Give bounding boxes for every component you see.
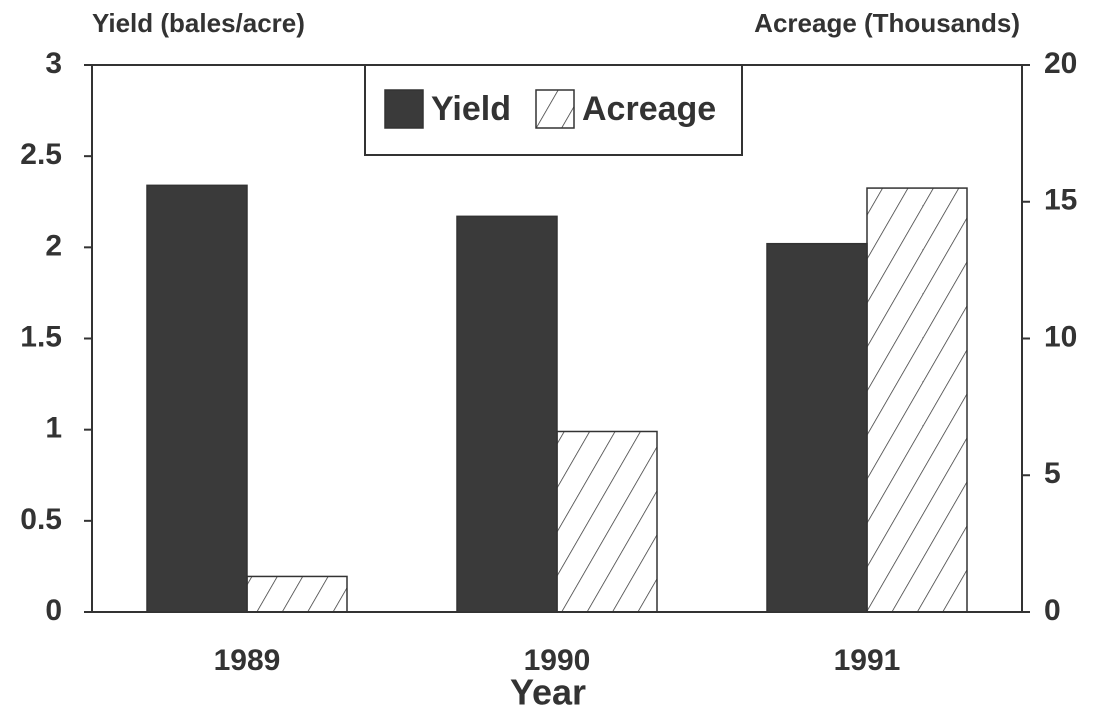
bar: [556, 430, 658, 613]
x-tick-label: 1991: [834, 644, 901, 677]
y-tick-label: 1: [45, 412, 62, 445]
bar: [246, 575, 348, 613]
y-tick-label: 1.5: [20, 320, 62, 353]
legend-label: Acreage: [582, 90, 716, 128]
y-tick-label: 2.5: [20, 138, 62, 171]
bar: [766, 242, 868, 613]
y2-tick-label: 15: [1044, 184, 1077, 217]
y2-tick-label: 5: [1044, 457, 1061, 490]
y2-tick-label: 10: [1044, 320, 1077, 353]
legend-label: Yield: [431, 90, 511, 128]
y-axis-title: Yield (bales/acre): [92, 8, 305, 38]
y-tick-label: 3: [45, 47, 62, 80]
legend-swatch: [384, 89, 424, 129]
legend-swatch: [535, 89, 575, 129]
x-tick-label: 1990: [524, 644, 591, 677]
bar: [146, 184, 248, 613]
bar: [866, 187, 968, 613]
y-tick-label: 0.5: [20, 503, 62, 536]
y-tick-label: 2: [45, 229, 62, 262]
y2-axis-title: Acreage (Thousands): [754, 8, 1020, 38]
y-tick-label: 0: [45, 594, 62, 627]
bar: [456, 215, 558, 613]
x-axis-title: Year: [510, 672, 586, 713]
y2-tick-label: 20: [1044, 47, 1077, 80]
x-tick-label: 1989: [214, 644, 281, 677]
y2-tick-label: 0: [1044, 594, 1061, 627]
